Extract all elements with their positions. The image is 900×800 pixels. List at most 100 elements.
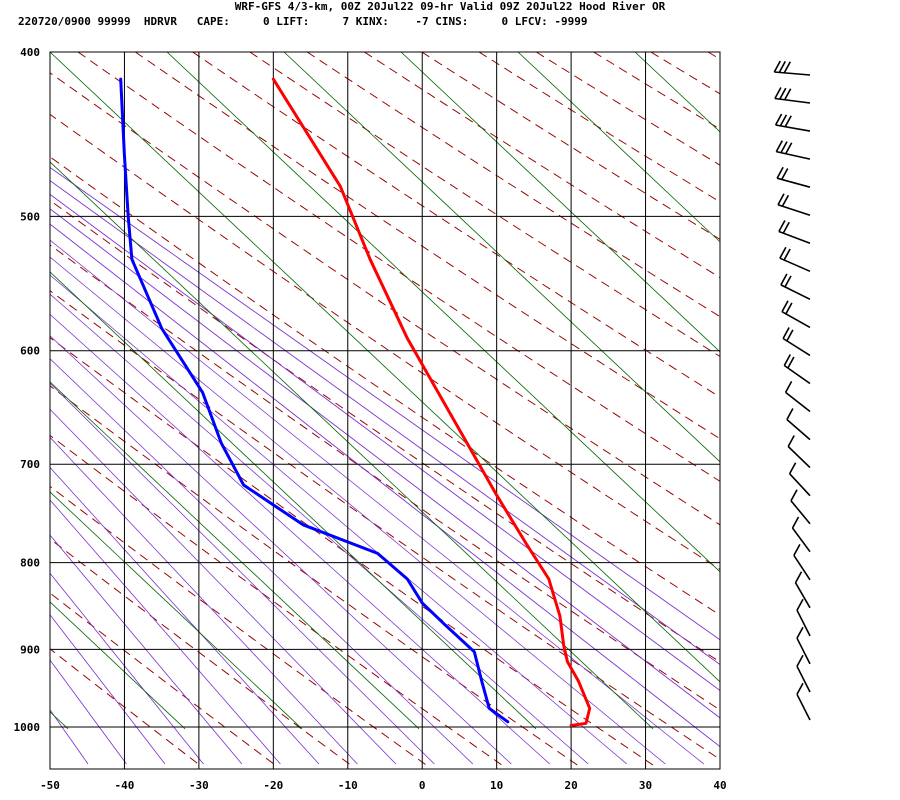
wind-barb xyxy=(794,571,811,609)
wind-barb-flag xyxy=(784,142,793,155)
wind-barb-staff xyxy=(776,150,811,160)
dry-adiabat-line xyxy=(50,538,353,767)
dry-adiabat-line xyxy=(593,52,720,130)
mixing-ratio-line xyxy=(517,52,720,243)
wind-barb-flag xyxy=(786,408,794,420)
wind-barb-staff xyxy=(786,418,811,441)
wind-barb-flag xyxy=(780,141,788,153)
moist-adiabat-line xyxy=(50,293,589,765)
dry-adiabat-line xyxy=(650,52,720,95)
wind-barb-flag xyxy=(783,248,791,261)
dewpoint-profile-line xyxy=(119,77,510,724)
moist-adiabat-line xyxy=(50,239,705,765)
moist-adiabat-line xyxy=(50,382,435,765)
wind-barb-staff xyxy=(790,500,811,525)
dry-adiabat-line xyxy=(50,648,202,767)
wind-barb-flag xyxy=(774,113,783,126)
pressure-tick-label: 1000 xyxy=(14,721,41,734)
moist-adiabat-line xyxy=(50,223,720,748)
moist-adiabat-line xyxy=(50,358,474,765)
mixing-ratio-line xyxy=(50,52,720,683)
wind-barb-flag xyxy=(785,302,793,315)
dry-adiabat-line xyxy=(707,52,720,60)
dry-adiabat-line xyxy=(50,592,277,767)
wind-barb-flag xyxy=(788,462,797,475)
wind-barb xyxy=(796,682,811,721)
wind-barb xyxy=(778,220,811,245)
mixing-ratio-line xyxy=(752,52,900,729)
temperature-profile-line xyxy=(271,77,592,727)
mixing-ratio-line xyxy=(166,52,720,573)
wind-barb-flag xyxy=(779,246,787,259)
grid-lines xyxy=(50,51,720,769)
pressure-tick-label: 400 xyxy=(20,46,40,59)
wind-barb-flag xyxy=(778,220,786,232)
wind-barb xyxy=(774,113,811,132)
wind-barb-flag xyxy=(784,381,793,393)
temperature-tick-label: 40 xyxy=(713,779,726,792)
wind-barb xyxy=(786,408,811,441)
dry-adiabat-line xyxy=(50,156,720,616)
temperature-tick-label: 20 xyxy=(564,779,577,792)
wind-barb-flag xyxy=(790,489,798,502)
wind-barb xyxy=(777,193,811,216)
wind-barb-flag xyxy=(783,88,792,101)
pressure-tick-label: 900 xyxy=(20,643,40,656)
mixing-ratio-line xyxy=(869,52,900,729)
wind-barb-flag xyxy=(794,571,803,584)
wind-barb xyxy=(796,626,811,665)
wind-barb-flag xyxy=(778,61,787,73)
sounding-series xyxy=(119,77,592,727)
dry-adiabat-line xyxy=(421,52,720,240)
temperature-tick-label: -50 xyxy=(40,779,60,792)
wind-barb-flag xyxy=(796,682,804,695)
wind-barb-flag xyxy=(774,87,782,99)
wind-barb-flag xyxy=(773,60,782,73)
mixing-ratio-line xyxy=(50,381,420,730)
moist-adiabat-line xyxy=(50,436,358,765)
background-lines xyxy=(0,52,900,767)
wind-barb xyxy=(775,140,811,160)
wind-barb-staff xyxy=(781,311,811,329)
wind-barb-flag xyxy=(776,166,784,179)
wind-barb-flag xyxy=(783,61,792,74)
pressure-tick-label: 600 xyxy=(20,345,40,358)
plot-frame xyxy=(49,51,721,770)
moist-adiabat-line xyxy=(50,614,166,765)
pressure-tick-labels: 400 500 600 700 800 900 1000 xyxy=(14,46,41,734)
wind-barb-flag xyxy=(787,356,795,369)
moist-adiabat-line xyxy=(50,274,628,765)
wind-barb xyxy=(793,544,811,581)
wind-barb-staff xyxy=(796,665,811,693)
moist-adiabat-line xyxy=(0,52,11,764)
mixing-ratio-line xyxy=(634,52,720,133)
wind-barb-staff xyxy=(779,257,811,273)
wind-barb xyxy=(796,654,811,693)
mixing-ratio-line xyxy=(400,52,720,353)
temperature-tick-label: 30 xyxy=(639,779,652,792)
dry-adiabat-line xyxy=(50,434,504,767)
temperature-tick-label: 0 xyxy=(419,779,426,792)
mixing-ratio-line xyxy=(50,601,186,730)
wind-barb xyxy=(776,166,811,188)
wind-barb xyxy=(780,273,811,301)
temperature-tick-label: -40 xyxy=(115,779,135,792)
moist-adiabat-line xyxy=(50,534,243,765)
wind-barb-staff xyxy=(775,124,811,132)
moist-adiabat-line xyxy=(50,180,720,666)
dry-adiabat-line xyxy=(50,199,720,663)
temperature-tick-label: -30 xyxy=(189,779,209,792)
wind-barb xyxy=(787,435,811,469)
mixing-ratio-line xyxy=(50,271,537,730)
dry-adiabat-line xyxy=(135,52,720,440)
mixing-ratio-line xyxy=(283,52,720,463)
dry-adiabat-line xyxy=(306,52,720,318)
dry-adiabat-line xyxy=(50,244,720,711)
wind-barb-staff xyxy=(774,71,811,76)
temperature-tick-label: -20 xyxy=(263,779,283,792)
mixing-ratio-line xyxy=(50,491,303,730)
moist-adiabat-line xyxy=(50,659,127,765)
wind-barb-staff xyxy=(794,582,811,609)
wind-barb xyxy=(784,381,811,413)
